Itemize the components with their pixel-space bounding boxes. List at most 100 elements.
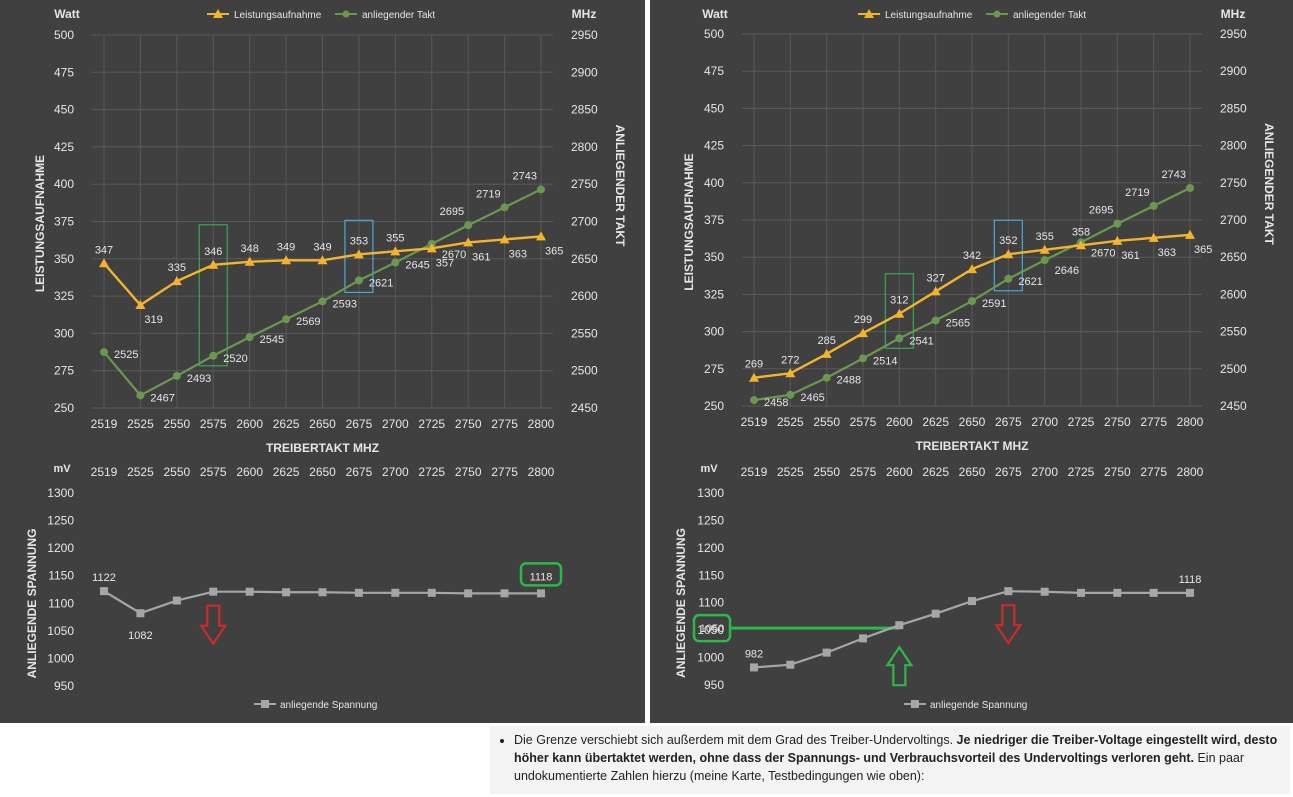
voltage-point xyxy=(931,609,940,618)
legend-power-label: Leistungsaufnahme xyxy=(234,10,322,21)
power-data-label: 349 xyxy=(313,241,331,253)
clock-data-label: 2465 xyxy=(800,392,824,404)
voltage-point xyxy=(172,596,181,605)
voltage-data-label: 1122 xyxy=(92,572,116,584)
x-tick-label: 2600 xyxy=(236,465,263,479)
y-axis-title: ANLIEGENDE SPANNUNG xyxy=(25,529,39,679)
voltage-point xyxy=(822,648,831,657)
y-tick-label: 325 xyxy=(704,287,724,301)
y2-tick-label: 2800 xyxy=(571,140,598,154)
clock-point xyxy=(500,203,509,212)
red-down-arrow xyxy=(994,604,1023,646)
legend-power-label: Leistungsaufnahme xyxy=(885,10,973,21)
clock-point xyxy=(172,371,181,380)
x-tick-label: 2775 xyxy=(1140,415,1167,429)
red-down-arrow xyxy=(199,604,228,646)
x-tick-label: 2725 xyxy=(418,465,445,479)
y-tick-label: 350 xyxy=(704,250,724,264)
power-point xyxy=(317,255,328,265)
note-text-bold: Je niedriger die Treiber-Voltage eingest… xyxy=(514,733,1278,765)
voltage-point xyxy=(1004,587,1013,596)
clock-data-label: 2525 xyxy=(114,349,138,361)
note-text-tail: Ein paar undokumentierte Zahlen hierzu (… xyxy=(514,751,1245,783)
x-tick-label: 2575 xyxy=(200,417,227,431)
x-tick-label: 2519 xyxy=(91,465,118,479)
y-tick-label: 1050 xyxy=(697,623,724,637)
y2-tick-label: 2900 xyxy=(1220,64,1247,78)
x-tick-label: 2550 xyxy=(813,465,840,479)
voltage-point xyxy=(1077,588,1085,597)
x-tick-label: 2625 xyxy=(273,417,300,431)
x-tick-label: 2519 xyxy=(741,465,768,479)
left-chart-panel: 250 275 300 325 350 375 400 425 450 475 500 2450 250… xyxy=(0,0,645,723)
clock-data-label: 2621 xyxy=(1018,276,1042,288)
x-tick-label: 2725 xyxy=(418,417,445,431)
clock-data-label: 2493 xyxy=(187,373,211,385)
y2-tick-label: 2650 xyxy=(1220,250,1247,264)
y2-tick-label: 2600 xyxy=(1220,287,1247,301)
y2-tick-label: 2850 xyxy=(1220,101,1247,115)
x-tick-label: 2575 xyxy=(850,415,877,429)
y-tick-label: 425 xyxy=(704,139,724,153)
legend-clock-label: anliegender Takt xyxy=(1013,10,1086,21)
power-point xyxy=(99,258,109,268)
power-data-label: 349 xyxy=(277,241,295,253)
clock-data-label: 2541 xyxy=(909,335,933,347)
x-tick-label: 2600 xyxy=(236,417,263,431)
x-tick-label: 2625 xyxy=(922,465,949,479)
voltage-data-label: 1118 xyxy=(530,571,553,583)
legend-clock-label: anliegender Takt xyxy=(362,10,435,21)
power-data-label: 363 xyxy=(509,248,527,260)
y-tick-label: 300 xyxy=(704,325,724,339)
highlight-box xyxy=(198,224,228,367)
highlight-box xyxy=(884,273,914,349)
x-tick-label: 2675 xyxy=(346,465,373,479)
y-tick-label: 350 xyxy=(54,252,74,266)
y2-tick-label: 2950 xyxy=(571,28,598,42)
clock-point xyxy=(750,396,758,405)
voltage-point xyxy=(245,587,254,596)
y2-tick-label: 2700 xyxy=(1220,213,1247,227)
clock-data-label: 2569 xyxy=(296,316,320,328)
y-tick-label: 1000 xyxy=(697,651,724,665)
voltage-data-label: 982 xyxy=(745,648,763,660)
clock-point xyxy=(859,354,867,363)
y2-unit-label: MHz xyxy=(572,7,597,21)
power-point xyxy=(749,372,759,382)
clock-point xyxy=(1113,219,1122,228)
y-tick-label: 275 xyxy=(704,362,724,376)
clock-data-label: 2488 xyxy=(837,375,861,387)
voltage-point xyxy=(786,660,795,669)
y-unit-label: Watt xyxy=(702,7,728,21)
right-chart-panel: 250 275 300 325 350 375 400 425 450 475 500 2450 250… xyxy=(650,0,1293,723)
clock-point xyxy=(100,348,108,357)
y-axis-title: ANLIEGENDE SPANNUNG xyxy=(674,528,688,678)
power-data-label: 319 xyxy=(144,314,162,326)
power-point xyxy=(499,234,510,244)
voltage-point xyxy=(318,588,327,597)
power-point xyxy=(208,259,219,269)
y-tick-label: 950 xyxy=(704,678,724,692)
power-data-label: 327 xyxy=(926,272,944,284)
power-data-label: 269 xyxy=(745,359,763,371)
clock-data-label: 2670 xyxy=(1091,247,1115,259)
clock-data-label: 2743 xyxy=(1162,169,1186,181)
x-axis-title: TREIBERTAKT MHZ xyxy=(915,439,1028,453)
legend-power-marker xyxy=(864,9,874,18)
y-tick-label: 1000 xyxy=(47,651,74,665)
x-tick-label: 2650 xyxy=(309,417,336,431)
y-tick-label: 500 xyxy=(704,27,724,41)
left-voltage-chart: mV 2519 2525 2550 2575 2600 2625 2650 2675 2700 27… xyxy=(25,463,563,711)
y2-tick-label: 2950 xyxy=(1220,27,1247,41)
x-tick-label: 2775 xyxy=(1140,465,1167,479)
y-unit-label: mV xyxy=(700,463,718,475)
power-data-label: 361 xyxy=(472,251,490,263)
y-unit-label: mV xyxy=(53,463,71,475)
voltage-point xyxy=(100,587,108,596)
y2-tick-label: 2600 xyxy=(571,289,598,303)
y-tick-label: 1250 xyxy=(47,514,74,528)
power-data-label: 285 xyxy=(817,335,835,347)
right-power-clock-chart: 250 275 300 325 350 375 400 425 450 475 500 2450 250… xyxy=(682,7,1276,453)
x-tick-label: 2700 xyxy=(382,417,409,431)
power-point xyxy=(1148,232,1159,242)
